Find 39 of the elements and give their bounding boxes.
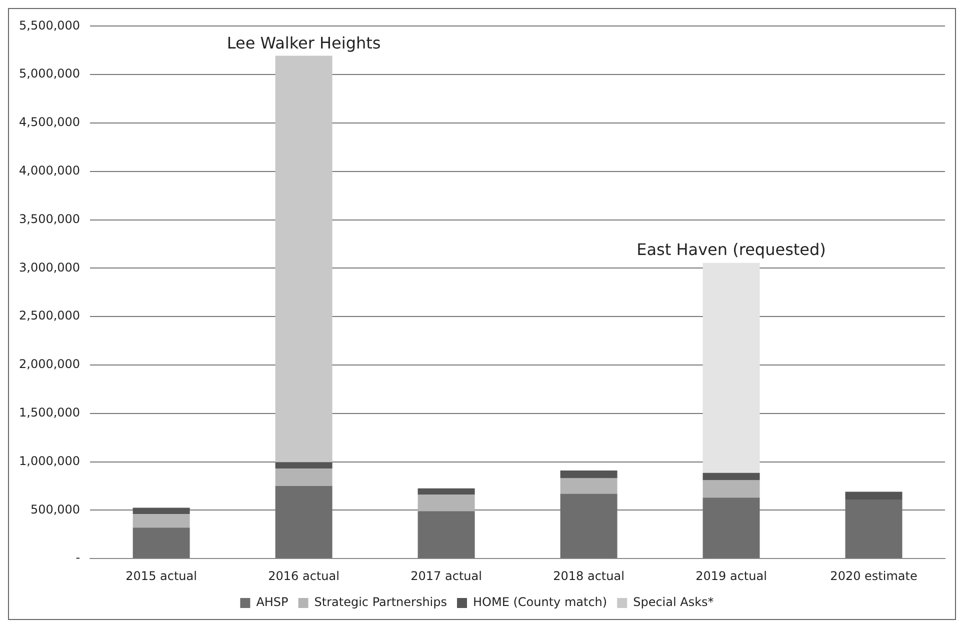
- y-tick-label: 5,000,000: [18, 66, 80, 81]
- bar: [418, 511, 475, 558]
- bar: [702, 472, 760, 480]
- x-tick-label: 2019 actual: [696, 568, 767, 583]
- legend-label: AHSP: [256, 595, 288, 610]
- bar: [275, 56, 332, 462]
- bar: [132, 514, 190, 528]
- y-tick-label: 4,000,000: [18, 164, 80, 178]
- bar: [275, 468, 332, 486]
- x-tick-label: 2016 actual: [268, 568, 340, 583]
- annotation: Lee Walker Heights: [226, 33, 381, 52]
- bar: [418, 488, 475, 495]
- legend-label: Strategic Partnerships: [314, 595, 448, 610]
- x-tick-label: 2018 actual: [553, 568, 624, 583]
- x-tick-label: 2020 estimate: [830, 568, 918, 583]
- legend-label: HOME (County match): [473, 595, 608, 610]
- x-tick-label: 2017 actual: [410, 568, 482, 583]
- annotation: East Haven (requested): [636, 240, 826, 260]
- bar: [132, 528, 190, 558]
- bar: [560, 478, 618, 494]
- bar: [418, 494, 475, 512]
- x-tick-label: 2015 actual: [126, 568, 197, 583]
- y-tick-label: 500,000: [30, 502, 80, 516]
- y-tick-label: 4,500,000: [18, 115, 80, 130]
- y-tick-label: 3,500,000: [18, 212, 80, 226]
- bar: [275, 462, 332, 469]
- bar: [560, 470, 618, 478]
- y-tick-label: -: [76, 550, 80, 565]
- bar: [845, 492, 902, 500]
- bar: [702, 262, 760, 473]
- y-tick-label: 5,500,000: [18, 18, 80, 32]
- y-tick-label: 2,000,000: [18, 357, 80, 372]
- y-tick-label: 2,500,000: [18, 308, 80, 323]
- y-tick-label: 3,000,000: [18, 260, 80, 274]
- bar: [702, 480, 760, 498]
- legend-label: Special Asks*: [633, 595, 714, 610]
- bar: [132, 508, 190, 514]
- y-tick-label: 1,500,000: [18, 406, 80, 420]
- y-tick-label: 1,000,000: [18, 454, 80, 468]
